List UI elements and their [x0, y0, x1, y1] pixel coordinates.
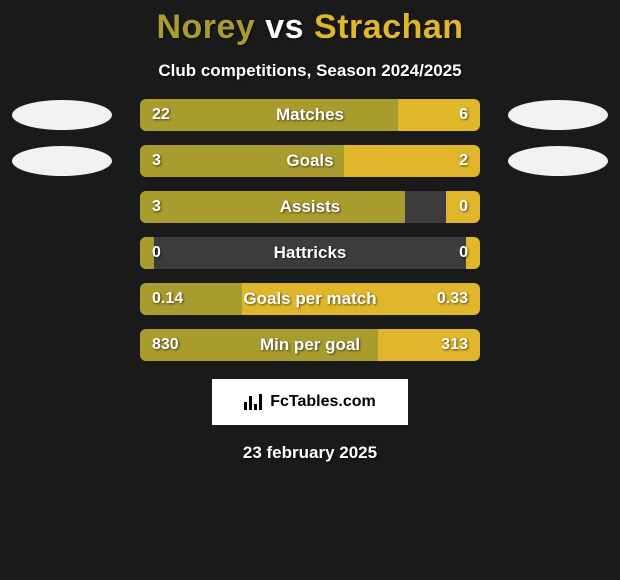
comparison-card: Norey vs Strachan Club competitions, Sea… [0, 0, 620, 463]
logo-text: FcTables.com [270, 393, 376, 411]
stat-row: Assists3 0 [0, 191, 620, 237]
stat-value-left: 0 [152, 237, 161, 269]
stat-value-right: 0.33 [437, 283, 468, 315]
stat-row: Hattricks0 0 [0, 237, 620, 283]
player2-avatar [508, 146, 608, 176]
bar-chart-icon [244, 394, 264, 410]
stat-label: Assists [140, 191, 480, 223]
stat-value-left: 22 [152, 99, 170, 131]
stat-value-left: 3 [152, 191, 161, 223]
stat-value-left: 0.14 [152, 283, 183, 315]
stat-value-right: 2 [459, 145, 468, 177]
stat-row: Goals3 2 [0, 145, 620, 191]
stats-area: Matches226Goals32Assists30Hattricks00Goa… [0, 99, 620, 375]
vs-separator: vs [255, 8, 314, 46]
stat-value-right: 0 [459, 191, 468, 223]
stat-value-left: 830 [152, 329, 179, 361]
stat-value-right: 313 [441, 329, 468, 361]
stat-value-left: 3 [152, 145, 161, 177]
subtitle: Club competitions, Season 2024/2025 [0, 61, 620, 81]
stat-label: Goals [140, 145, 480, 177]
stat-row: Goals per match0.14 0.33 [0, 283, 620, 329]
player1-avatar [12, 100, 112, 130]
footer-date: 23 february 2025 [0, 443, 620, 463]
stat-label: Hattricks [140, 237, 480, 269]
player2-avatar [508, 100, 608, 130]
page-title: Norey vs Strachan [0, 8, 620, 47]
stat-label: Goals per match [140, 283, 480, 315]
stat-label: Min per goal [140, 329, 480, 361]
stat-label: Matches [140, 99, 480, 131]
player2-name: Strachan [314, 8, 464, 46]
stat-value-right: 0 [459, 237, 468, 269]
stat-row: Min per goal830 313 [0, 329, 620, 375]
stat-row: Matches22 6 [0, 99, 620, 145]
player1-avatar [12, 146, 112, 176]
source-logo-badge[interactable]: FcTables.com [212, 379, 408, 425]
player1-name: Norey [156, 8, 255, 46]
stat-value-right: 6 [459, 99, 468, 131]
